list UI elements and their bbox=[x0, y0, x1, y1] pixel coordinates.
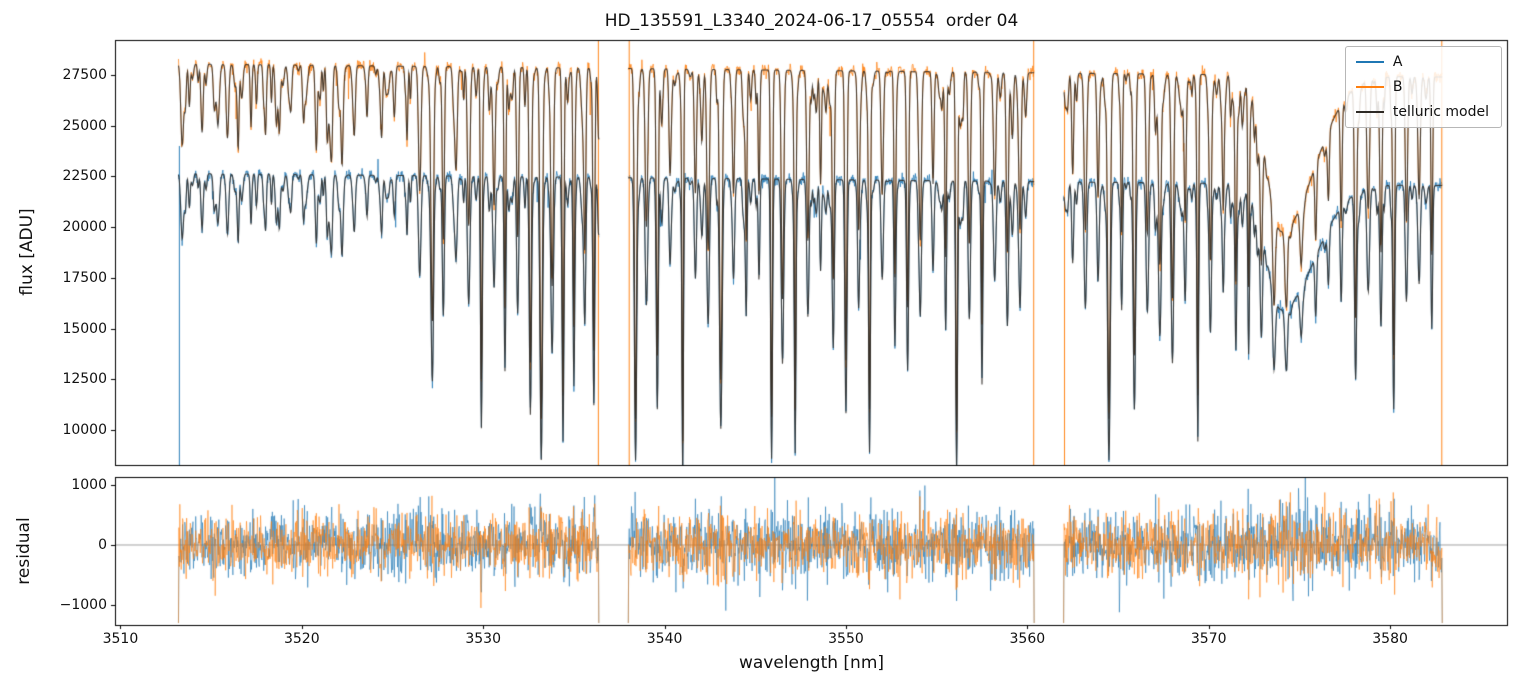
legend-line-a-icon bbox=[1355, 61, 1384, 63]
x-tick-label: 3520 bbox=[283, 631, 320, 647]
x-tick-label: 3580 bbox=[1372, 631, 1408, 647]
x-tick-label: 3530 bbox=[465, 631, 502, 647]
flux-y-tick-label: 17500 bbox=[62, 269, 107, 286]
legend-label-a: A bbox=[1392, 54, 1403, 70]
x-tick-label: 3540 bbox=[646, 631, 683, 647]
x-tick-label: 3510 bbox=[102, 631, 139, 647]
legend-item-b: B bbox=[1355, 79, 1489, 95]
flux-y-tick-label: 25000 bbox=[62, 117, 107, 134]
x-tick-label: 3550 bbox=[828, 631, 864, 647]
legend-line-b-icon bbox=[1355, 86, 1384, 88]
flux-y-tick-label: 12500 bbox=[62, 371, 107, 388]
residual-y-tick-label: 0 bbox=[98, 536, 107, 553]
legend-item-telluric-model: telluric model bbox=[1355, 104, 1489, 120]
flux-axis-label: flux [ADU] bbox=[17, 208, 37, 296]
legend: A B telluric model bbox=[1344, 46, 1502, 128]
legend-line-telluric-icon bbox=[1355, 111, 1384, 113]
flux-y-tick-label: 22500 bbox=[62, 168, 107, 185]
wavelength-axis-label: wavelength [nm] bbox=[738, 653, 885, 673]
residual-axis-label: residual bbox=[14, 517, 34, 585]
flux-y-tick-label: 27500 bbox=[62, 66, 107, 83]
plot-title: HD_135591_L3340_2024-06-17_05554 order 0… bbox=[604, 11, 1019, 31]
legend-label-b: B bbox=[1392, 79, 1403, 95]
x-tick-label: 3560 bbox=[1009, 631, 1046, 647]
legend-item-a: A bbox=[1355, 54, 1489, 70]
legend-label-telluric-model: telluric model bbox=[1392, 104, 1489, 120]
flux-y-tick-label: 15000 bbox=[62, 320, 107, 337]
x-tick-label: 3570 bbox=[1190, 631, 1227, 647]
flux-y-tick-label: 10000 bbox=[62, 422, 107, 438]
residual-y-tick-label: 1000 bbox=[71, 476, 107, 493]
residual-y-tick-label: −1000 bbox=[59, 597, 107, 613]
flux-y-tick-label: 20000 bbox=[62, 219, 107, 236]
